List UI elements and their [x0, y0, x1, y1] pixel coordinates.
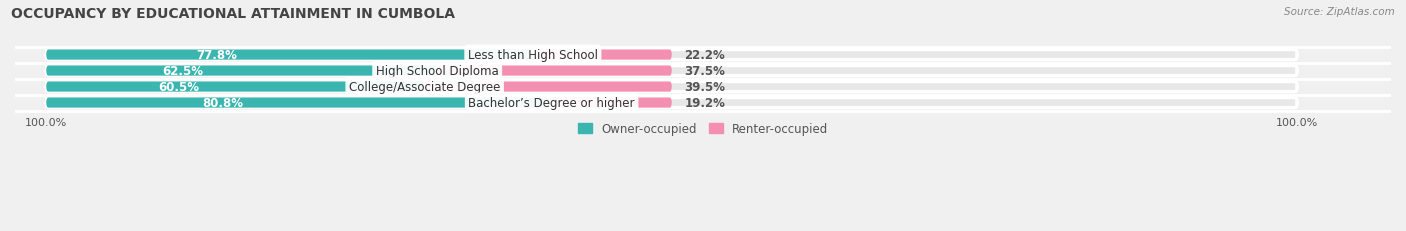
- FancyBboxPatch shape: [533, 50, 672, 60]
- FancyBboxPatch shape: [46, 98, 551, 108]
- Text: 19.2%: 19.2%: [685, 97, 725, 109]
- FancyBboxPatch shape: [46, 66, 437, 76]
- Text: 37.5%: 37.5%: [685, 65, 725, 78]
- Text: 39.5%: 39.5%: [685, 81, 725, 94]
- FancyBboxPatch shape: [46, 98, 1298, 108]
- Text: 77.8%: 77.8%: [197, 49, 238, 62]
- FancyBboxPatch shape: [46, 82, 1298, 92]
- Text: College/Associate Degree: College/Associate Degree: [349, 81, 501, 94]
- Text: 62.5%: 62.5%: [163, 65, 204, 78]
- Text: Source: ZipAtlas.com: Source: ZipAtlas.com: [1284, 7, 1395, 17]
- Text: 22.2%: 22.2%: [685, 49, 725, 62]
- Text: 80.8%: 80.8%: [202, 97, 243, 109]
- Legend: Owner-occupied, Renter-occupied: Owner-occupied, Renter-occupied: [572, 118, 834, 140]
- Text: High School Diploma: High School Diploma: [375, 65, 499, 78]
- FancyBboxPatch shape: [46, 66, 1298, 76]
- FancyBboxPatch shape: [425, 82, 672, 92]
- FancyBboxPatch shape: [551, 98, 672, 108]
- FancyBboxPatch shape: [46, 50, 533, 60]
- FancyBboxPatch shape: [46, 50, 1298, 60]
- FancyBboxPatch shape: [437, 66, 672, 76]
- Text: Less than High School: Less than High School: [468, 49, 598, 62]
- FancyBboxPatch shape: [46, 82, 425, 92]
- Text: Bachelor’s Degree or higher: Bachelor’s Degree or higher: [468, 97, 636, 109]
- Text: OCCUPANCY BY EDUCATIONAL ATTAINMENT IN CUMBOLA: OCCUPANCY BY EDUCATIONAL ATTAINMENT IN C…: [11, 7, 456, 21]
- Text: 60.5%: 60.5%: [159, 81, 200, 94]
